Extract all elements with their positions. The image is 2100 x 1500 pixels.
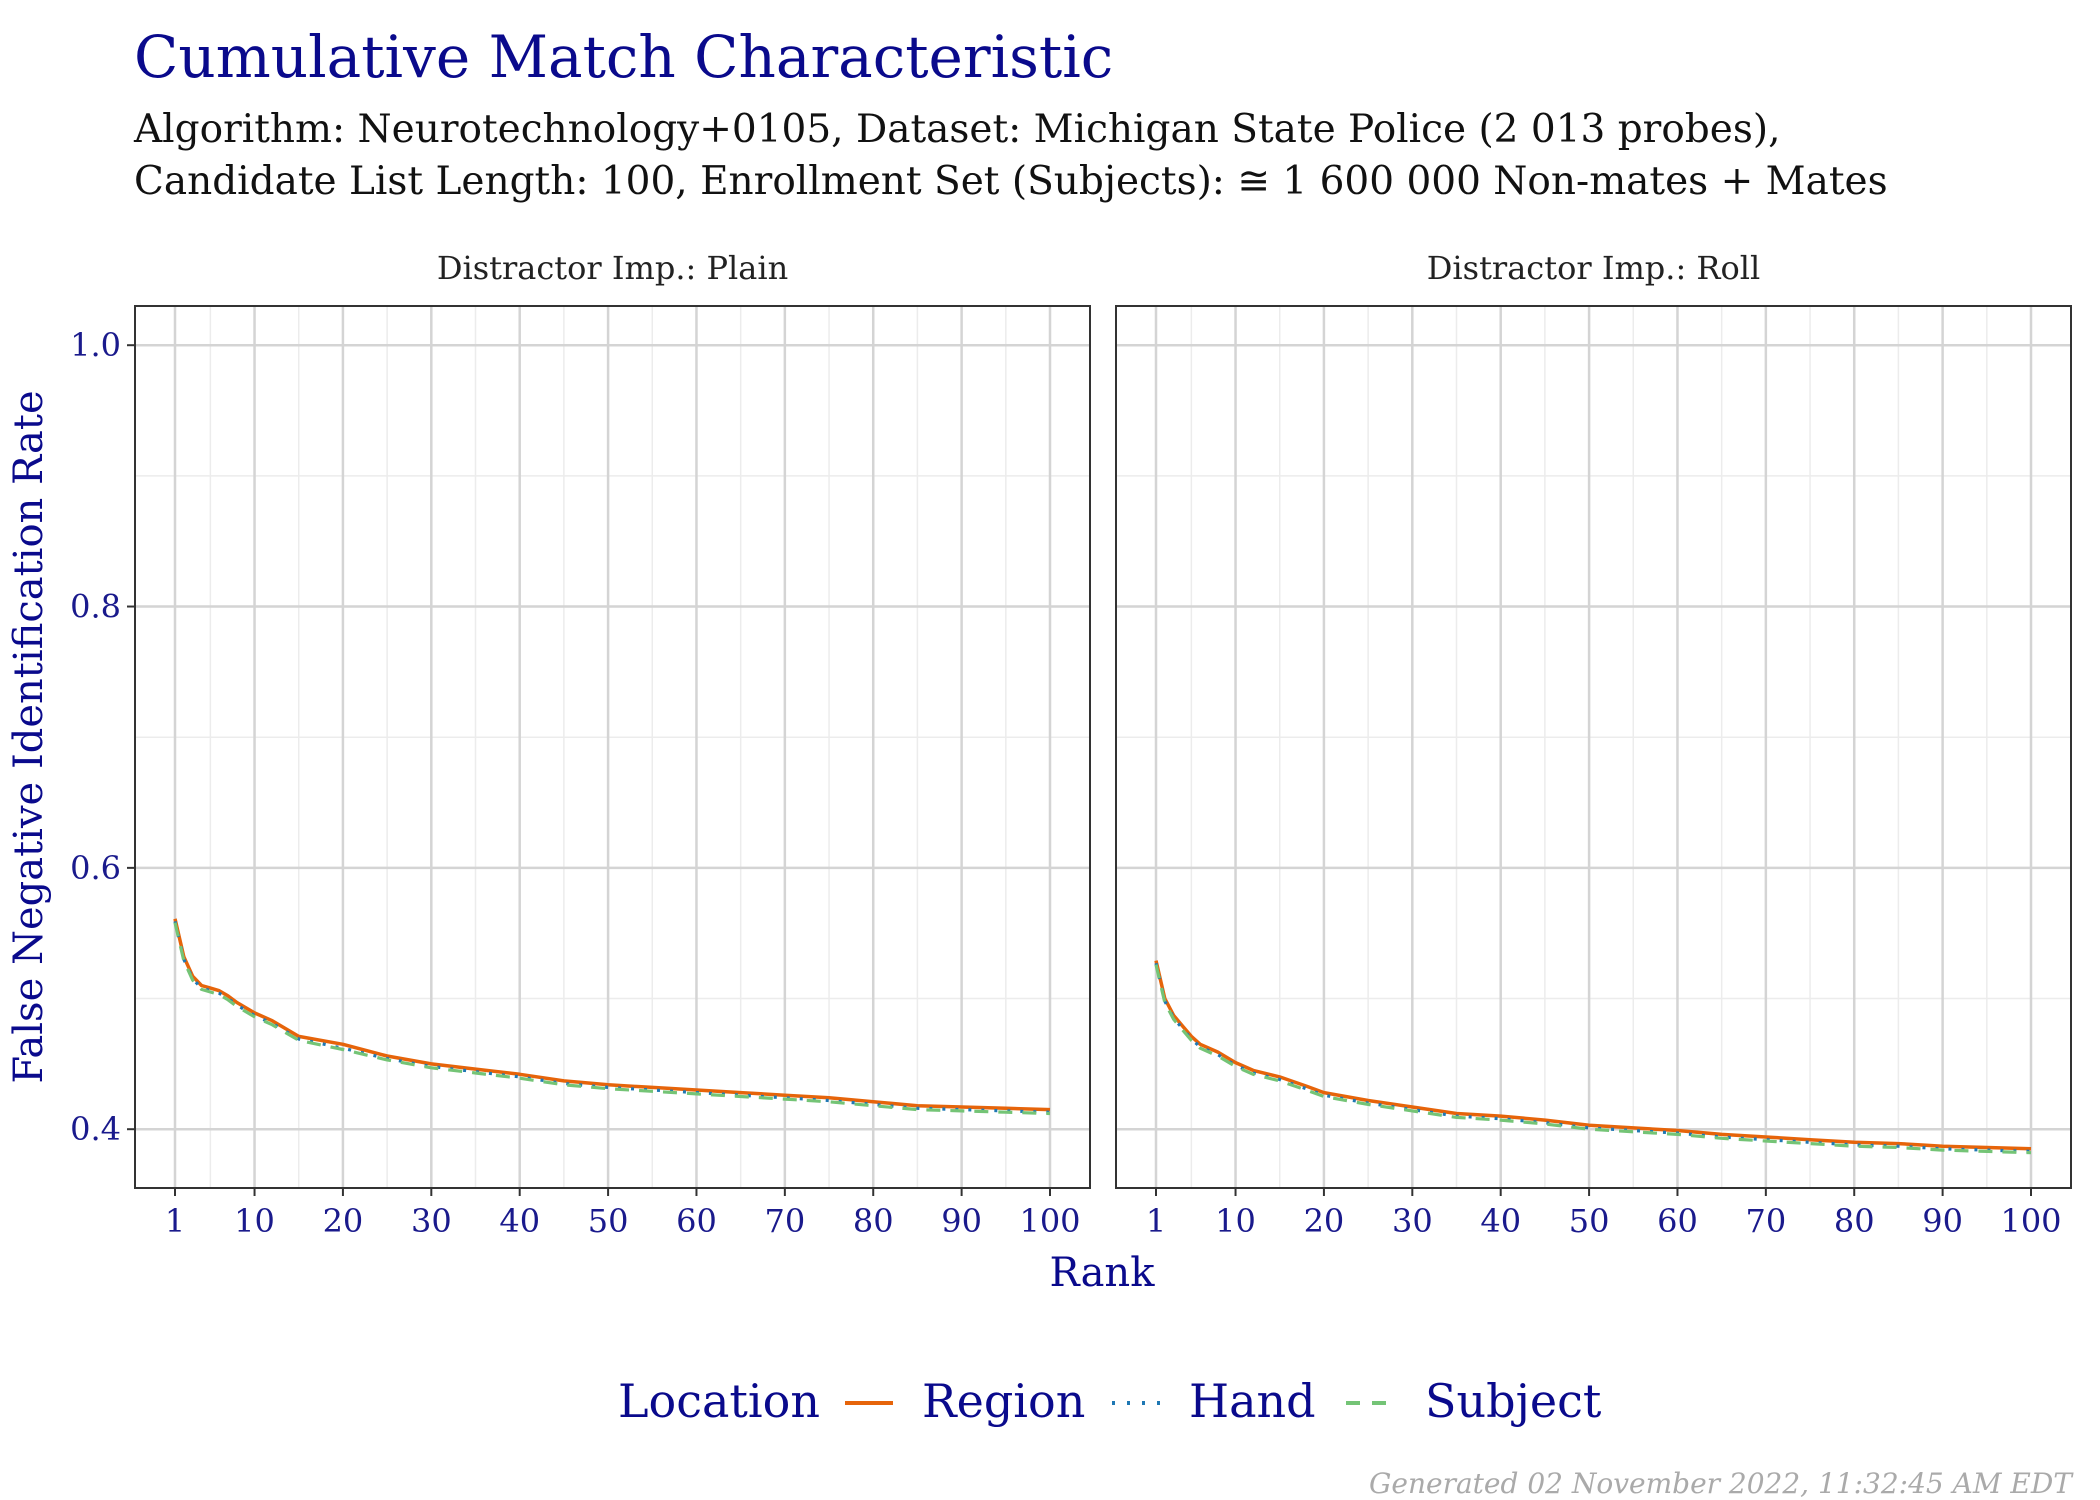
x-tick-label: 60 (676, 1202, 717, 1240)
chart-subtitle-line2: Candidate List Length: 100, Enrollment S… (134, 159, 1888, 204)
x-tick-label: 70 (1745, 1202, 1786, 1240)
series-line-hand (1154, 962, 2032, 1153)
panel-border (1115, 305, 2072, 1189)
x-tick-label: 30 (1392, 1202, 1433, 1240)
x-tick-label: 40 (499, 1202, 540, 1240)
x-tick-label: 50 (1569, 1202, 1610, 1240)
panel-1: Distractor Imp.: Plain 1 10 20 30 40 50 60 70 80 9… (70, 249, 1091, 1240)
x-tick-label: 10 (234, 1202, 275, 1240)
panel-strip-label: Distractor Imp.: Roll (1427, 249, 1760, 287)
panel-background (135, 306, 1090, 1188)
x-tick-label: 50 (588, 1202, 629, 1240)
x-tick-label: 100 (1019, 1202, 1080, 1240)
x-tick-label: 1 (1146, 1202, 1166, 1240)
series-line-subject (1154, 964, 2032, 1155)
generated-timestamp: Generated 02 November 2022, 11:32:45 AM … (1369, 1467, 2074, 1500)
y-tick-label: 0.6 (70, 849, 121, 887)
legend-label-subject: Subject (1425, 1374, 1602, 1428)
x-tick-label: 60 (1657, 1202, 1698, 1240)
x-tick-label: 70 (764, 1202, 805, 1240)
panel-2: Distractor Imp.: Roll 1 10 20 30 40 50 60 70 80 90… (1115, 249, 2072, 1240)
legend-label-hand: Hand (1189, 1374, 1316, 1428)
x-tick-label: 90 (941, 1202, 982, 1240)
x-tick-label: 40 (1480, 1202, 1521, 1240)
series-line-subject (173, 922, 1051, 1116)
legend-title: Location (618, 1374, 820, 1428)
chart-subtitle-line1: Algorithm: Neurotechnology+0105, Dataset… (133, 107, 1780, 152)
x-tick-label: 80 (853, 1202, 894, 1240)
x-tick-label: 30 (411, 1202, 452, 1240)
series-line-region (173, 918, 1051, 1112)
x-tick-label: 80 (1834, 1202, 1875, 1240)
x-tick-label: 90 (1922, 1202, 1963, 1240)
series-line-region (1154, 960, 2032, 1151)
x-axis-title: Rank (1050, 1250, 1156, 1296)
x-tick-label: 1 (165, 1202, 185, 1240)
legend-label-region: Region (922, 1374, 1085, 1428)
y-tick-label: 1.0 (70, 326, 121, 364)
panel-border (134, 305, 1091, 1189)
y-tick-label: 0.4 (70, 1110, 121, 1148)
chart-title: Cumulative Match Characteristic (134, 23, 1113, 91)
x-tick-label: 20 (323, 1202, 364, 1240)
x-tick-label: 10 (1215, 1202, 1256, 1240)
y-tick-label: 0.8 (70, 588, 121, 626)
facet-panels: Distractor Imp.: Plain 1 10 20 30 40 50 60 70 80 9… (70, 249, 2072, 1240)
panel-background (1116, 306, 2071, 1188)
x-tick-label: 20 (1304, 1202, 1345, 1240)
y-axis-title: False Negative Identification Rate (6, 390, 52, 1083)
x-tick-label: 100 (2000, 1202, 2061, 1240)
panel-strip-label: Distractor Imp.: Plain (437, 249, 788, 287)
legend: Location Region Hand Subject (618, 1374, 1602, 1428)
